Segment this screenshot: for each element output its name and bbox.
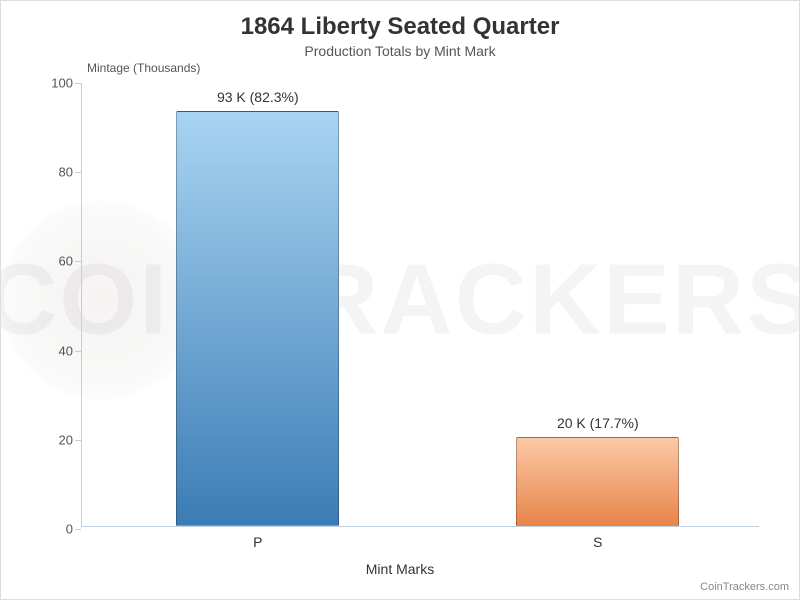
y-tick-label: 20 [59, 432, 73, 447]
x-axis-label: Mint Marks [366, 561, 434, 577]
bar-P [176, 111, 339, 526]
credit-text: CoinTrackers.com [700, 581, 789, 593]
y-tick-mark [75, 172, 81, 173]
y-tick-label: 0 [66, 522, 73, 537]
bar-label-P: 93 K (82.3%) [158, 89, 358, 105]
y-tick-mark [75, 440, 81, 441]
y-tick-mark [75, 261, 81, 262]
bar-S [516, 437, 679, 526]
y-axis-label: Mintage (Thousands) [87, 61, 200, 75]
y-tick-label: 60 [59, 254, 73, 269]
x-tick-label-P: P [253, 534, 262, 550]
y-tick-mark [75, 529, 81, 530]
y-tick-mark [75, 351, 81, 352]
x-tick-label-S: S [593, 534, 602, 550]
bar-label-S: 20 K (17.7%) [498, 415, 698, 431]
plot-area: 020406080100 93 K (82.3%)20 K (17.7%) PS [81, 83, 759, 527]
chart-title: 1864 Liberty Seated Quarter [1, 1, 799, 41]
y-axis-line [81, 83, 82, 526]
y-tick-label: 80 [59, 165, 73, 180]
chart-subtitle: Production Totals by Mint Mark [1, 43, 799, 59]
y-tick-mark [75, 83, 81, 84]
chart-container: COINTRACKERS 1864 Liberty Seated Quarter… [0, 0, 800, 600]
y-tick-label: 40 [59, 343, 73, 358]
y-tick-label: 100 [51, 76, 73, 91]
